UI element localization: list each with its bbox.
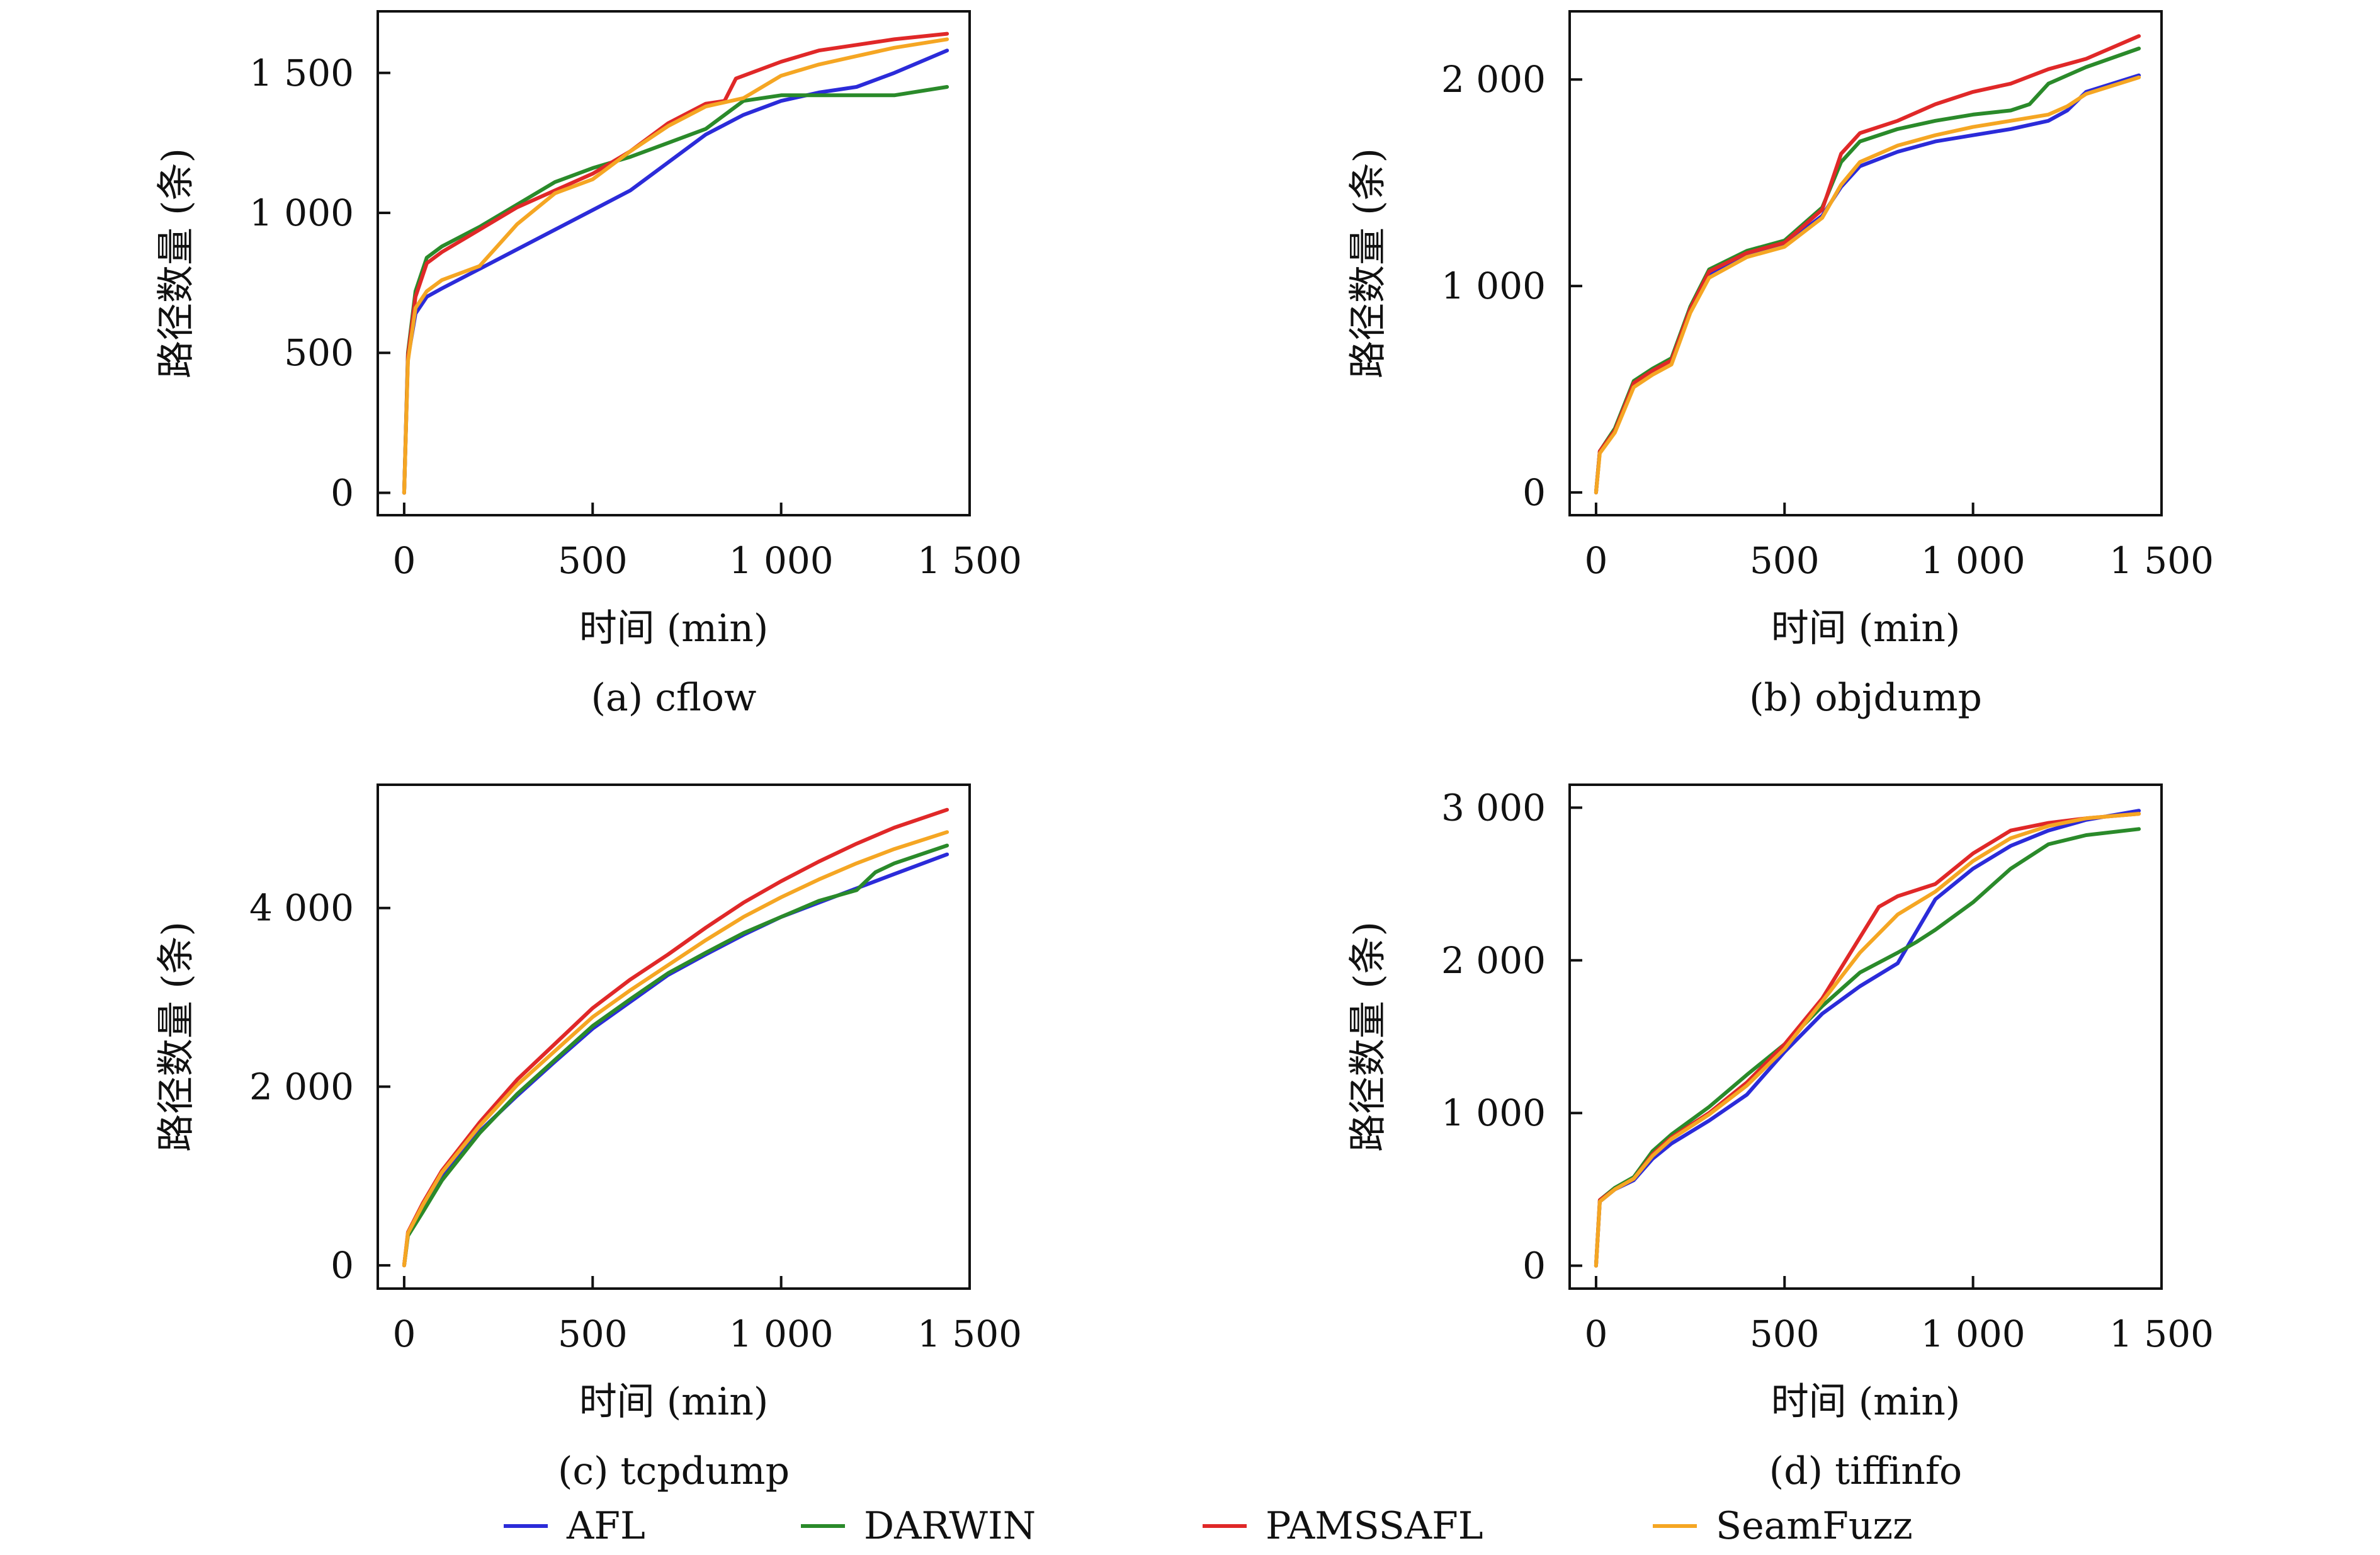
x-tick-label: 1 000 bbox=[1921, 1313, 2026, 1355]
panel-cflow: 0 500 1 000 1 500 0 500 1 000 1 500 时间 (min) 路径数量… bbox=[154, 10, 1022, 720]
series-line-afl bbox=[1594, 809, 2141, 1268]
legend-item-pamssafl: PAMSSAFL bbox=[1203, 1504, 1483, 1548]
x-tick-label: 1 500 bbox=[917, 539, 1022, 582]
panel-caption: (a) cflow bbox=[591, 676, 757, 720]
legend-label: PAMSSAFL bbox=[1266, 1504, 1483, 1548]
x-tick-label: 0 bbox=[392, 1313, 416, 1355]
x-tick-label: 1 000 bbox=[729, 1313, 834, 1355]
panel-tcpdump: 0 500 1 000 1 500 0 2 000 4 000 时间 (min) 路径数量 (条… bbox=[154, 783, 1022, 1493]
panel-tiffinfo: 0 500 1 000 1 500 0 1 000 2 000 3 000 时间 (min) 路径… bbox=[1346, 783, 2214, 1493]
y-tick-label: 0 bbox=[1522, 1245, 1546, 1287]
series-line-darwin bbox=[1594, 827, 2141, 1268]
panel-caption: (d) tiffinfo bbox=[1769, 1449, 1962, 1493]
axes-frame bbox=[377, 783, 971, 1290]
series-line-pamssafl bbox=[1594, 34, 2141, 494]
y-tick-label: 0 bbox=[331, 471, 354, 514]
x-tick-label: 500 bbox=[1750, 539, 1820, 582]
y-axis-label: 路径数量 (条) bbox=[154, 921, 198, 1152]
x-tick-label: 1 000 bbox=[1921, 539, 2026, 582]
y-axis-label: 路径数量 (条) bbox=[1346, 148, 1390, 379]
axes-frame bbox=[1568, 783, 2163, 1290]
x-tick-label: 1 000 bbox=[729, 539, 834, 582]
x-axis-label: 时间 (min) bbox=[579, 1380, 769, 1424]
y-tick-label: 1 000 bbox=[1441, 1091, 1546, 1134]
legend-item-darwin: DARWIN bbox=[801, 1504, 1036, 1548]
y-tick-label: 500 bbox=[284, 331, 354, 374]
legend-label: SeamFuzz bbox=[1716, 1504, 1913, 1548]
y-tick-label: 0 bbox=[1522, 471, 1546, 514]
x-axis-label: 时间 (min) bbox=[579, 607, 769, 651]
y-tick-label: 2 000 bbox=[249, 1065, 354, 1108]
y-tick-label: 2 000 bbox=[1441, 939, 1546, 982]
y-axis-label: 路径数量 (条) bbox=[154, 148, 198, 379]
x-axis-label: 时间 (min) bbox=[1771, 607, 1961, 651]
x-tick-label: 1 500 bbox=[917, 1313, 1022, 1355]
panel-caption: (c) tcpdump bbox=[558, 1449, 790, 1493]
x-axis-label: 时间 (min) bbox=[1771, 1380, 1961, 1424]
series-line-afl bbox=[402, 852, 949, 1268]
x-tick-label: 500 bbox=[1750, 1313, 1820, 1355]
series-line-pamssafl bbox=[402, 31, 949, 495]
x-tick-label: 1 500 bbox=[2109, 539, 2214, 582]
legend-item-afl: AFL bbox=[504, 1504, 645, 1548]
y-tick-label: 1 000 bbox=[249, 191, 354, 234]
y-tick-label: 1 500 bbox=[249, 52, 354, 94]
y-tick-label: 1 000 bbox=[1441, 265, 1546, 307]
legend-label: DARWIN bbox=[864, 1504, 1036, 1548]
x-tick-label: 0 bbox=[392, 539, 416, 582]
series-line-darwin bbox=[402, 843, 949, 1268]
x-tick-label: 0 bbox=[1584, 1313, 1607, 1355]
legend-label: AFL bbox=[566, 1504, 645, 1548]
series-line-seamfuzz bbox=[1594, 75, 2141, 494]
y-axis-label: 路径数量 (条) bbox=[1346, 921, 1390, 1152]
x-tick-label: 500 bbox=[558, 1313, 628, 1355]
series-line-darwin bbox=[402, 85, 949, 495]
y-tick-label: 3 000 bbox=[1441, 786, 1546, 829]
series-line-seamfuzz bbox=[402, 830, 949, 1268]
legend: AFL DARWIN PAMSSAFL SeamFuzz bbox=[504, 1504, 1913, 1548]
series-line-pamssafl bbox=[1594, 812, 2141, 1268]
y-tick-label: 4 000 bbox=[249, 887, 354, 930]
axes-frame bbox=[1568, 10, 2163, 516]
series-line-pamssafl bbox=[402, 807, 949, 1268]
axes-frame bbox=[377, 10, 971, 516]
legend-item-seamfuzz: SeamFuzz bbox=[1653, 1504, 1913, 1548]
series-line-seamfuzz bbox=[402, 37, 949, 495]
x-tick-label: 500 bbox=[558, 539, 628, 582]
y-tick-label: 2 000 bbox=[1441, 58, 1546, 101]
panel-caption: (b) objdump bbox=[1749, 676, 1982, 720]
x-tick-label: 0 bbox=[1584, 539, 1607, 582]
x-tick-label: 1 500 bbox=[2109, 1313, 2214, 1355]
series-line-seamfuzz bbox=[1594, 812, 2141, 1268]
y-tick-label: 0 bbox=[331, 1244, 354, 1287]
series-line-afl bbox=[402, 48, 949, 495]
panel-objdump: 0 500 1 000 1 500 0 1 000 2 000 时间 (min) 路径数量 (条… bbox=[1346, 10, 2214, 720]
